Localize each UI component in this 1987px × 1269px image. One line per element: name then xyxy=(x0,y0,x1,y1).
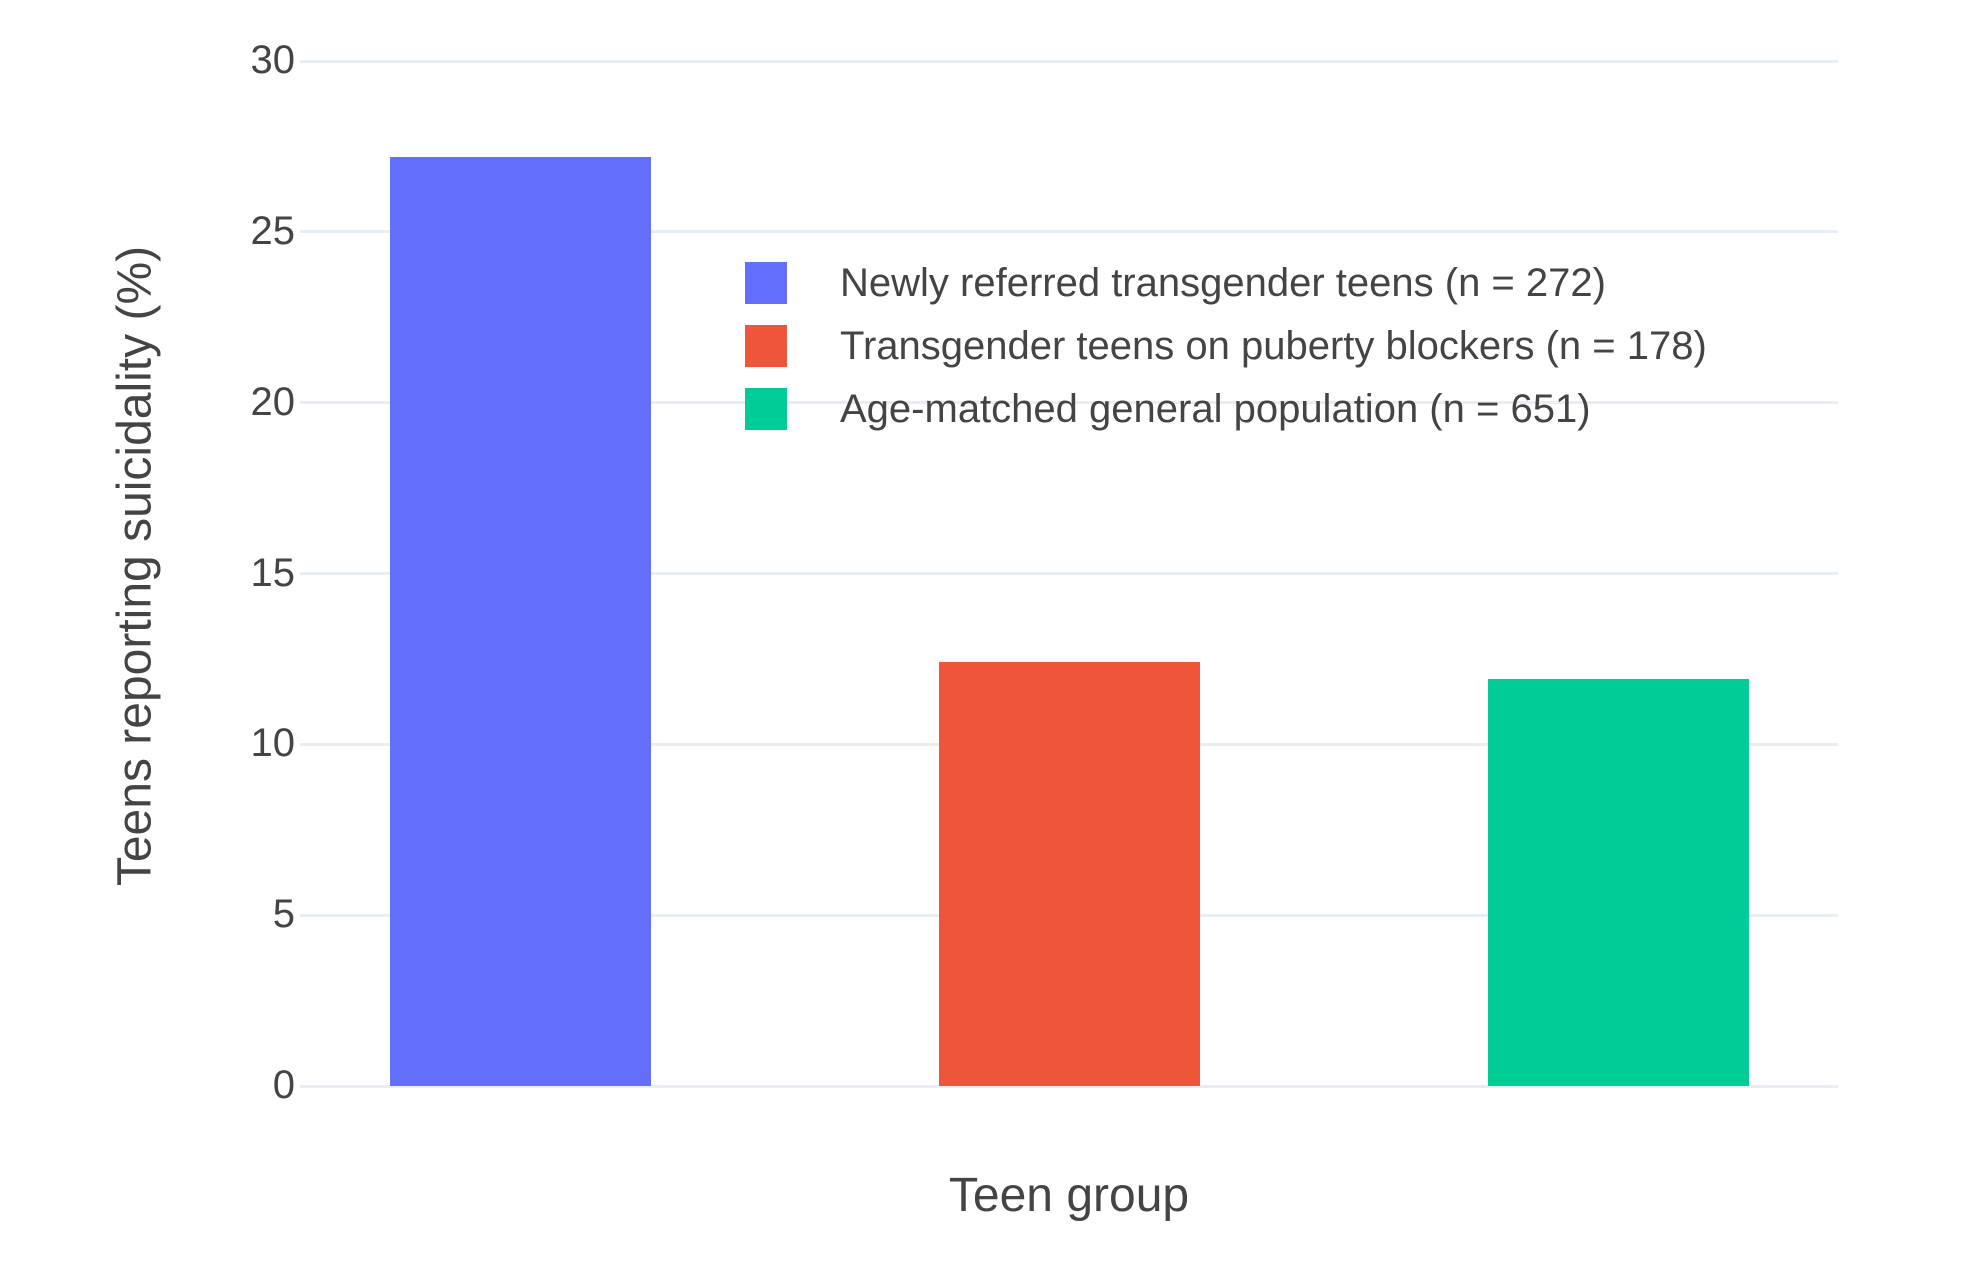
legend-item-transgender-teens-on-puberty-blockers-n-[interactable]: Transgender teens on puberty blockers (n… xyxy=(745,325,1707,367)
legend-item-newly-referred-transgender-teens-n-272[interactable]: Newly referred transgender teens (n = 27… xyxy=(745,262,1707,304)
legend-item-label: Age-matched general population (n = 651) xyxy=(840,387,1591,431)
x-axis-title: Teen group xyxy=(948,1169,1190,1222)
gridline-y-30 xyxy=(300,59,1838,63)
y-axis-title: Teens reporting suicidality (%) xyxy=(108,245,162,887)
legend-swatch-icon xyxy=(745,262,787,304)
y-tick-label-25: 25 xyxy=(250,209,296,254)
y-tick-label-0: 0 xyxy=(272,1063,295,1108)
y-tick-label-10: 10 xyxy=(250,721,296,766)
gridline-y-0 xyxy=(300,1084,1838,1088)
bar-age-matched-general-population-n-651[interactable] xyxy=(1487,679,1749,1086)
legend-item-label: Transgender teens on puberty blockers (n… xyxy=(840,324,1707,368)
bar-newly-referred-transgender-teens-n-272[interactable] xyxy=(389,156,651,1086)
gridline-y-25 xyxy=(300,230,1838,234)
y-tick-label-20: 20 xyxy=(250,379,296,424)
y-tick-label-5: 5 xyxy=(272,892,295,937)
legend-item-label: Newly referred transgender teens (n = 27… xyxy=(840,261,1606,305)
y-tick-label-30: 30 xyxy=(250,38,296,83)
legend-swatch-icon xyxy=(745,325,787,367)
gridline-y-20 xyxy=(300,401,1838,405)
y-tick-label-15: 15 xyxy=(250,550,296,595)
gridline-y-15 xyxy=(300,572,1838,575)
bar-transgender-teens-on-puberty-blockers-n-[interactable] xyxy=(938,662,1200,1086)
legend-item-age-matched-general-population-n-651[interactable]: Age-matched general population (n = 651) xyxy=(745,388,1707,430)
legend: Newly referred transgender teens (n = 27… xyxy=(745,262,1707,430)
legend-swatch-icon xyxy=(745,388,787,430)
